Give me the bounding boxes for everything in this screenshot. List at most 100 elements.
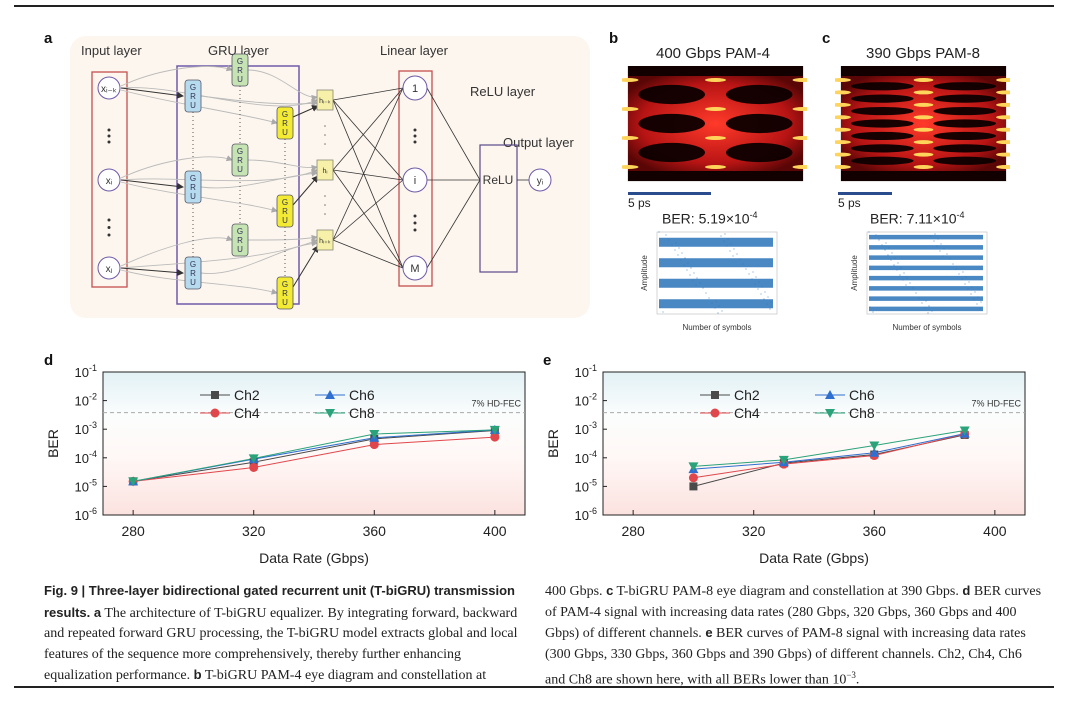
eye-opening	[933, 82, 997, 91]
constellation-noise	[760, 293, 762, 295]
constellation-noise	[732, 255, 734, 257]
linear-layer-label: Linear layer	[380, 43, 449, 58]
constellation-noise	[900, 267, 902, 269]
relu-box	[479, 144, 518, 273]
x-tick-label: 400	[983, 523, 1007, 539]
eye-crossing	[705, 165, 726, 169]
constellation-ylabel: Amplitude	[850, 255, 859, 291]
constellation-noise	[949, 258, 951, 260]
constellation-noise	[718, 305, 720, 307]
constellation-noise	[736, 253, 738, 255]
panel-label-a: a	[44, 30, 53, 47]
constellation-noise	[678, 247, 680, 249]
hidden-node-label: hᵢ₋ₖ	[319, 98, 331, 105]
constellation-noise	[884, 249, 886, 251]
constellation-noise	[936, 245, 938, 247]
eye-opening	[726, 142, 793, 163]
eye-opening	[850, 82, 914, 91]
constellation-noise	[878, 239, 880, 241]
constellation-noise	[875, 234, 877, 236]
eye-crossing	[705, 78, 726, 82]
data-point-ch8	[959, 426, 970, 436]
linear-node-label: 1	[412, 83, 418, 95]
gru-cell-text: R	[237, 156, 243, 165]
eye-opening	[726, 113, 793, 134]
ber-title-c: BER: 7.11×10-4	[870, 210, 965, 227]
constellation-noise	[684, 257, 686, 259]
data-point-ch4	[490, 432, 500, 442]
constellation-noise	[752, 271, 754, 273]
input-node	[97, 168, 121, 192]
edge-backward-hidden	[200, 95, 318, 107]
constellation-noise	[896, 269, 898, 271]
y-tick-label: 10-2	[75, 392, 97, 409]
edge-forward-hidden	[247, 234, 318, 242]
constellation-noise	[909, 282, 911, 284]
eye-opening	[850, 94, 914, 103]
ellipsis-dot	[413, 228, 417, 232]
constellation-noise	[894, 257, 896, 259]
edge-repeat-hidden	[292, 105, 319, 118]
constellation-noise	[763, 298, 765, 300]
linear-node	[402, 167, 428, 193]
constellation-noise	[899, 274, 901, 276]
plot-area	[602, 371, 1026, 516]
y-axis-label: BER	[545, 429, 561, 458]
constellation-noise	[964, 283, 966, 285]
legend-marker	[711, 391, 719, 399]
constellation-noise	[711, 302, 713, 304]
ber-title-b: BER: 5.19×10-4	[662, 210, 758, 227]
constellation-noise	[690, 267, 692, 269]
constellation-noise	[742, 263, 744, 265]
constellation-noise	[739, 258, 741, 260]
constellation-noise	[769, 308, 771, 310]
diagram-nodes: xᵢ₋ₖxᵢxⱼGRUGRUGRUGRUGRUGRUGRUGRUGRUhᵢ₋ₖh…	[97, 53, 552, 310]
constellation-noise	[921, 302, 923, 304]
constellation-band	[869, 234, 983, 240]
x-axis-label: Data Rate (Gbps)	[259, 550, 369, 566]
legend-label: Ch8	[349, 405, 375, 421]
gru-cell-repeat	[276, 276, 294, 310]
gru-cell-text: U	[282, 128, 288, 137]
ellipsis-dot	[324, 125, 326, 127]
gru-cell-forward	[231, 223, 249, 257]
panel-label-c: c	[822, 30, 831, 47]
constellation-band	[659, 278, 773, 288]
legend-label: Ch2	[234, 387, 260, 403]
constellation-noise	[952, 263, 954, 265]
ellipsis-dot	[324, 204, 326, 206]
constellation-noise	[686, 269, 688, 271]
constellation-noise	[754, 283, 756, 285]
eye-crossing	[705, 107, 726, 111]
x-tick-label: 320	[242, 523, 266, 539]
constellation-noise	[928, 305, 930, 307]
scalebar-c	[838, 192, 892, 195]
constellation-xlabel: Number of symbols	[893, 323, 962, 332]
constellation-noise	[943, 248, 945, 250]
series-line-ch4	[693, 433, 965, 479]
scalebar-b	[628, 192, 711, 195]
constellation-noise	[962, 271, 964, 273]
constellation-noise	[979, 308, 981, 310]
constellation-noise	[924, 307, 926, 309]
constellation-noise	[683, 264, 685, 266]
constellation-noise	[730, 243, 732, 245]
eye-crossing	[913, 102, 934, 107]
eye-crossing	[913, 140, 934, 145]
constellation-noise	[927, 312, 929, 314]
legend-marker	[211, 391, 219, 399]
gru-cell-text: R	[237, 66, 243, 75]
gru-cell-repeat	[276, 106, 294, 140]
constellation-noise	[758, 281, 760, 283]
data-point-ch8	[869, 441, 880, 451]
gru-cell-text: G	[237, 147, 243, 156]
ber-value-b: BER: 5.19×10	[662, 210, 750, 227]
eye-crossing	[792, 78, 807, 82]
scalebar-label-b: 5 ps	[628, 196, 651, 210]
gru-cell-text: R	[237, 236, 243, 245]
constellation-noise	[696, 277, 698, 279]
constellation-band	[869, 296, 983, 301]
hd-fec-threshold-label: 7% HD-FEC	[971, 399, 1021, 409]
legend-label: Ch4	[234, 405, 260, 421]
series-line-ch8	[133, 429, 495, 482]
